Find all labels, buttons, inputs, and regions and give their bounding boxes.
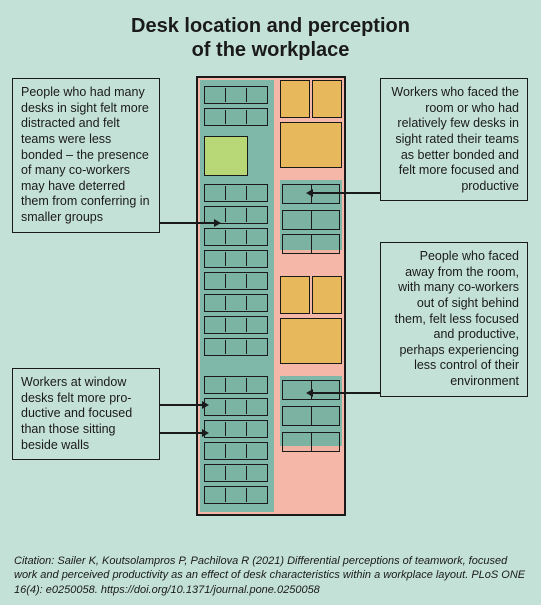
desk-row bbox=[204, 184, 268, 202]
leader-line bbox=[160, 432, 204, 434]
desk-row bbox=[204, 376, 268, 394]
callout-top-left: People who had many desks in sight felt … bbox=[12, 78, 160, 233]
arrowhead-icon bbox=[202, 429, 209, 437]
leader-line bbox=[312, 392, 380, 394]
breakout-room bbox=[204, 136, 248, 176]
callout-top-right: Workers who faced the room or who had re… bbox=[380, 78, 528, 201]
desk-row bbox=[282, 432, 340, 452]
callout-text: Workers who faced the room or who had re… bbox=[391, 85, 519, 193]
desk-row bbox=[204, 228, 268, 246]
desk-row bbox=[282, 234, 340, 254]
desk-row bbox=[204, 294, 268, 312]
desk-row bbox=[204, 442, 268, 460]
arrowhead-icon bbox=[306, 189, 313, 197]
desk-row bbox=[204, 464, 268, 482]
arrowhead-icon bbox=[202, 401, 209, 409]
desk-row bbox=[204, 316, 268, 334]
callout-bottom-left: Workers at window desks felt more pro­du… bbox=[12, 368, 160, 460]
callout-text: People who had many desks in sight felt … bbox=[21, 85, 150, 224]
desk-row bbox=[204, 338, 268, 356]
desk-row bbox=[204, 420, 268, 438]
desk-row bbox=[204, 250, 268, 268]
title-line-1: Desk location and perception bbox=[131, 15, 410, 37]
office-room bbox=[312, 80, 342, 118]
leader-line bbox=[160, 404, 204, 406]
office-room bbox=[312, 276, 342, 314]
desk-row bbox=[204, 86, 268, 104]
arrowhead-icon bbox=[306, 389, 313, 397]
desk-row bbox=[204, 398, 268, 416]
leader-line bbox=[160, 222, 216, 224]
desk-row bbox=[282, 210, 340, 230]
meeting-room bbox=[280, 122, 342, 168]
citation-text: Citation: Sailer K, Koutsolampros P, Pac… bbox=[14, 554, 527, 597]
meeting-room bbox=[280, 318, 342, 364]
citation-body: Citation: Sailer K, Koutsolampros P, Pac… bbox=[14, 555, 525, 596]
desk-row bbox=[204, 486, 268, 504]
floorplan bbox=[196, 76, 346, 516]
callout-text: People who faced away from the room, wit… bbox=[395, 249, 519, 388]
callout-text: Workers at window desks felt more pro­du… bbox=[21, 375, 132, 452]
office-room bbox=[280, 276, 310, 314]
desk-row bbox=[204, 108, 268, 126]
office-room bbox=[280, 80, 310, 118]
desk-row bbox=[282, 406, 340, 426]
leader-line bbox=[312, 192, 380, 194]
page-title: Desk location and perception of the work… bbox=[0, 0, 541, 72]
arrowhead-icon bbox=[214, 219, 221, 227]
callout-bottom-right: People who faced away from the room, wit… bbox=[380, 242, 528, 397]
title-line-2: of the workplace bbox=[192, 39, 350, 61]
desk-row bbox=[204, 272, 268, 290]
main-graphic: People who had many desks in sight felt … bbox=[0, 72, 541, 532]
